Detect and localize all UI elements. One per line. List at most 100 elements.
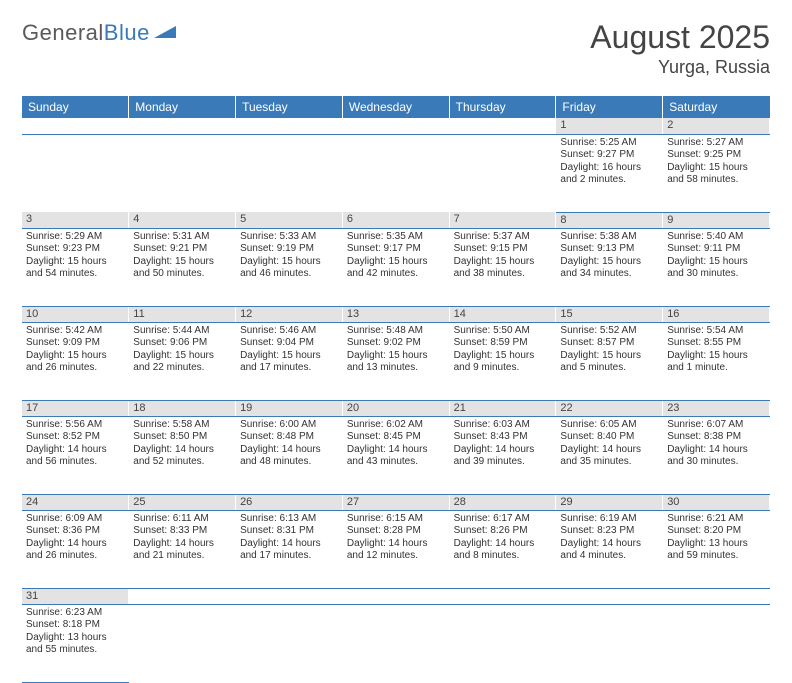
daynum-cell: 11 (129, 306, 236, 322)
daylight-text: Daylight: 15 hours and 50 minutes. (133, 256, 231, 281)
day-cell (22, 134, 129, 212)
sunrise-text: Sunrise: 5:40 AM (667, 231, 765, 244)
day-details: Sunrise: 6:09 AMSunset: 8:36 PMDaylight:… (22, 511, 128, 567)
daynum-cell: 31 (22, 588, 129, 604)
day-cell (236, 604, 343, 682)
day-cell: Sunrise: 6:21 AMSunset: 8:20 PMDaylight:… (663, 510, 770, 588)
sunset-text: Sunset: 8:40 PM (560, 431, 658, 444)
day-details: Sunrise: 6:21 AMSunset: 8:20 PMDaylight:… (663, 511, 769, 567)
sunset-text: Sunset: 9:02 PM (347, 337, 445, 350)
day-cell (342, 604, 449, 682)
sunset-text: Sunset: 8:18 PM (26, 619, 124, 632)
day-details: Sunrise: 6:17 AMSunset: 8:26 PMDaylight:… (450, 511, 556, 567)
daynum-cell: 13 (342, 306, 449, 322)
day-number: 7 (450, 212, 556, 226)
sunset-text: Sunset: 8:52 PM (26, 431, 124, 444)
weekday-header: Wednesday (342, 96, 449, 118)
day-cell: Sunrise: 5:29 AMSunset: 9:23 PMDaylight:… (22, 228, 129, 306)
sunset-text: Sunset: 9:19 PM (240, 243, 338, 256)
day-details: Sunrise: 5:50 AMSunset: 8:59 PMDaylight:… (450, 323, 556, 379)
day-number: 16 (663, 307, 769, 321)
sunset-text: Sunset: 9:23 PM (26, 243, 124, 256)
sunrise-text: Sunrise: 6:03 AM (454, 419, 552, 432)
day-number: 10 (22, 307, 128, 321)
daynum-cell: 28 (449, 494, 556, 510)
daynum-cell: 1 (556, 118, 663, 134)
daynum-cell (449, 118, 556, 134)
content-row: Sunrise: 5:29 AMSunset: 9:23 PMDaylight:… (22, 228, 770, 306)
day-details: Sunrise: 5:33 AMSunset: 9:19 PMDaylight:… (236, 229, 342, 285)
sunset-text: Sunset: 8:28 PM (347, 525, 445, 538)
location: Yurga, Russia (590, 57, 770, 78)
day-details: Sunrise: 5:46 AMSunset: 9:04 PMDaylight:… (236, 323, 342, 379)
daylight-text: Daylight: 14 hours and 39 minutes. (454, 444, 552, 469)
sunrise-text: Sunrise: 5:50 AM (454, 325, 552, 338)
daynum-cell (342, 118, 449, 134)
calendar-table: SundayMondayTuesdayWednesdayThursdayFrid… (22, 96, 770, 683)
day-number: 26 (236, 495, 342, 509)
day-number: 6 (343, 212, 449, 226)
sunrise-text: Sunrise: 6:00 AM (240, 419, 338, 432)
flag-icon (154, 20, 180, 46)
day-cell: Sunrise: 5:42 AMSunset: 9:09 PMDaylight:… (22, 322, 129, 400)
day-details: Sunrise: 6:03 AMSunset: 8:43 PMDaylight:… (450, 417, 556, 473)
sunrise-text: Sunrise: 5:52 AM (560, 325, 658, 338)
daynum-cell: 10 (22, 306, 129, 322)
content-row: Sunrise: 6:23 AMSunset: 8:18 PMDaylight:… (22, 604, 770, 682)
day-details: Sunrise: 6:05 AMSunset: 8:40 PMDaylight:… (556, 417, 662, 473)
sunrise-text: Sunrise: 5:54 AM (667, 325, 765, 338)
day-cell: Sunrise: 5:48 AMSunset: 9:02 PMDaylight:… (342, 322, 449, 400)
daylight-text: Daylight: 14 hours and 4 minutes. (560, 538, 658, 563)
weekday-header-row: SundayMondayTuesdayWednesdayThursdayFrid… (22, 96, 770, 118)
sunrise-text: Sunrise: 5:37 AM (454, 231, 552, 244)
day-number: 22 (556, 401, 662, 415)
sunrise-text: Sunrise: 5:58 AM (133, 419, 231, 432)
day-details: Sunrise: 5:48 AMSunset: 9:02 PMDaylight:… (343, 323, 449, 379)
daynum-cell (556, 588, 663, 604)
sunset-text: Sunset: 8:43 PM (454, 431, 552, 444)
daynum-cell: 30 (663, 494, 770, 510)
day-details: Sunrise: 6:02 AMSunset: 8:45 PMDaylight:… (343, 417, 449, 473)
day-number: 5 (236, 212, 342, 226)
day-cell: Sunrise: 5:52 AMSunset: 8:57 PMDaylight:… (556, 322, 663, 400)
sunset-text: Sunset: 9:04 PM (240, 337, 338, 350)
day-cell: Sunrise: 5:37 AMSunset: 9:15 PMDaylight:… (449, 228, 556, 306)
sunset-text: Sunset: 8:45 PM (347, 431, 445, 444)
daylight-text: Daylight: 14 hours and 48 minutes. (240, 444, 338, 469)
weekday-header: Monday (129, 96, 236, 118)
day-cell: Sunrise: 6:00 AMSunset: 8:48 PMDaylight:… (236, 416, 343, 494)
content-row: Sunrise: 5:56 AMSunset: 8:52 PMDaylight:… (22, 416, 770, 494)
sunrise-text: Sunrise: 6:19 AM (560, 513, 658, 526)
page-title: August 2025 (590, 20, 770, 55)
title-block: August 2025 Yurga, Russia (590, 20, 770, 78)
daylight-text: Daylight: 15 hours and 17 minutes. (240, 350, 338, 375)
day-cell (449, 134, 556, 212)
day-details: Sunrise: 5:35 AMSunset: 9:17 PMDaylight:… (343, 229, 449, 285)
daylight-text: Daylight: 15 hours and 13 minutes. (347, 350, 445, 375)
daylight-text: Daylight: 14 hours and 30 minutes. (667, 444, 765, 469)
day-cell: Sunrise: 5:31 AMSunset: 9:21 PMDaylight:… (129, 228, 236, 306)
daynum-cell (129, 118, 236, 134)
daynum-cell: 8 (556, 212, 663, 228)
daylight-text: Daylight: 15 hours and 9 minutes. (454, 350, 552, 375)
daylight-text: Daylight: 14 hours and 8 minutes. (454, 538, 552, 563)
day-details: Sunrise: 5:42 AMSunset: 9:09 PMDaylight:… (22, 323, 128, 379)
day-details: Sunrise: 5:52 AMSunset: 8:57 PMDaylight:… (556, 323, 662, 379)
sunset-text: Sunset: 9:21 PM (133, 243, 231, 256)
sunset-text: Sunset: 8:20 PM (667, 525, 765, 538)
day-cell: Sunrise: 5:58 AMSunset: 8:50 PMDaylight:… (129, 416, 236, 494)
daynum-row: 17181920212223 (22, 400, 770, 416)
day-number: 19 (236, 401, 342, 415)
daylight-text: Daylight: 15 hours and 1 minute. (667, 350, 765, 375)
daynum-row: 24252627282930 (22, 494, 770, 510)
day-cell: Sunrise: 5:50 AMSunset: 8:59 PMDaylight:… (449, 322, 556, 400)
day-cell: Sunrise: 6:02 AMSunset: 8:45 PMDaylight:… (342, 416, 449, 494)
sunrise-text: Sunrise: 6:23 AM (26, 607, 124, 620)
day-details: Sunrise: 5:37 AMSunset: 9:15 PMDaylight:… (450, 229, 556, 285)
sunrise-text: Sunrise: 6:15 AM (347, 513, 445, 526)
content-row: Sunrise: 5:42 AMSunset: 9:09 PMDaylight:… (22, 322, 770, 400)
day-details: Sunrise: 5:38 AMSunset: 9:13 PMDaylight:… (556, 229, 662, 285)
day-cell: Sunrise: 5:38 AMSunset: 9:13 PMDaylight:… (556, 228, 663, 306)
daynum-cell: 29 (556, 494, 663, 510)
daynum-cell: 18 (129, 400, 236, 416)
